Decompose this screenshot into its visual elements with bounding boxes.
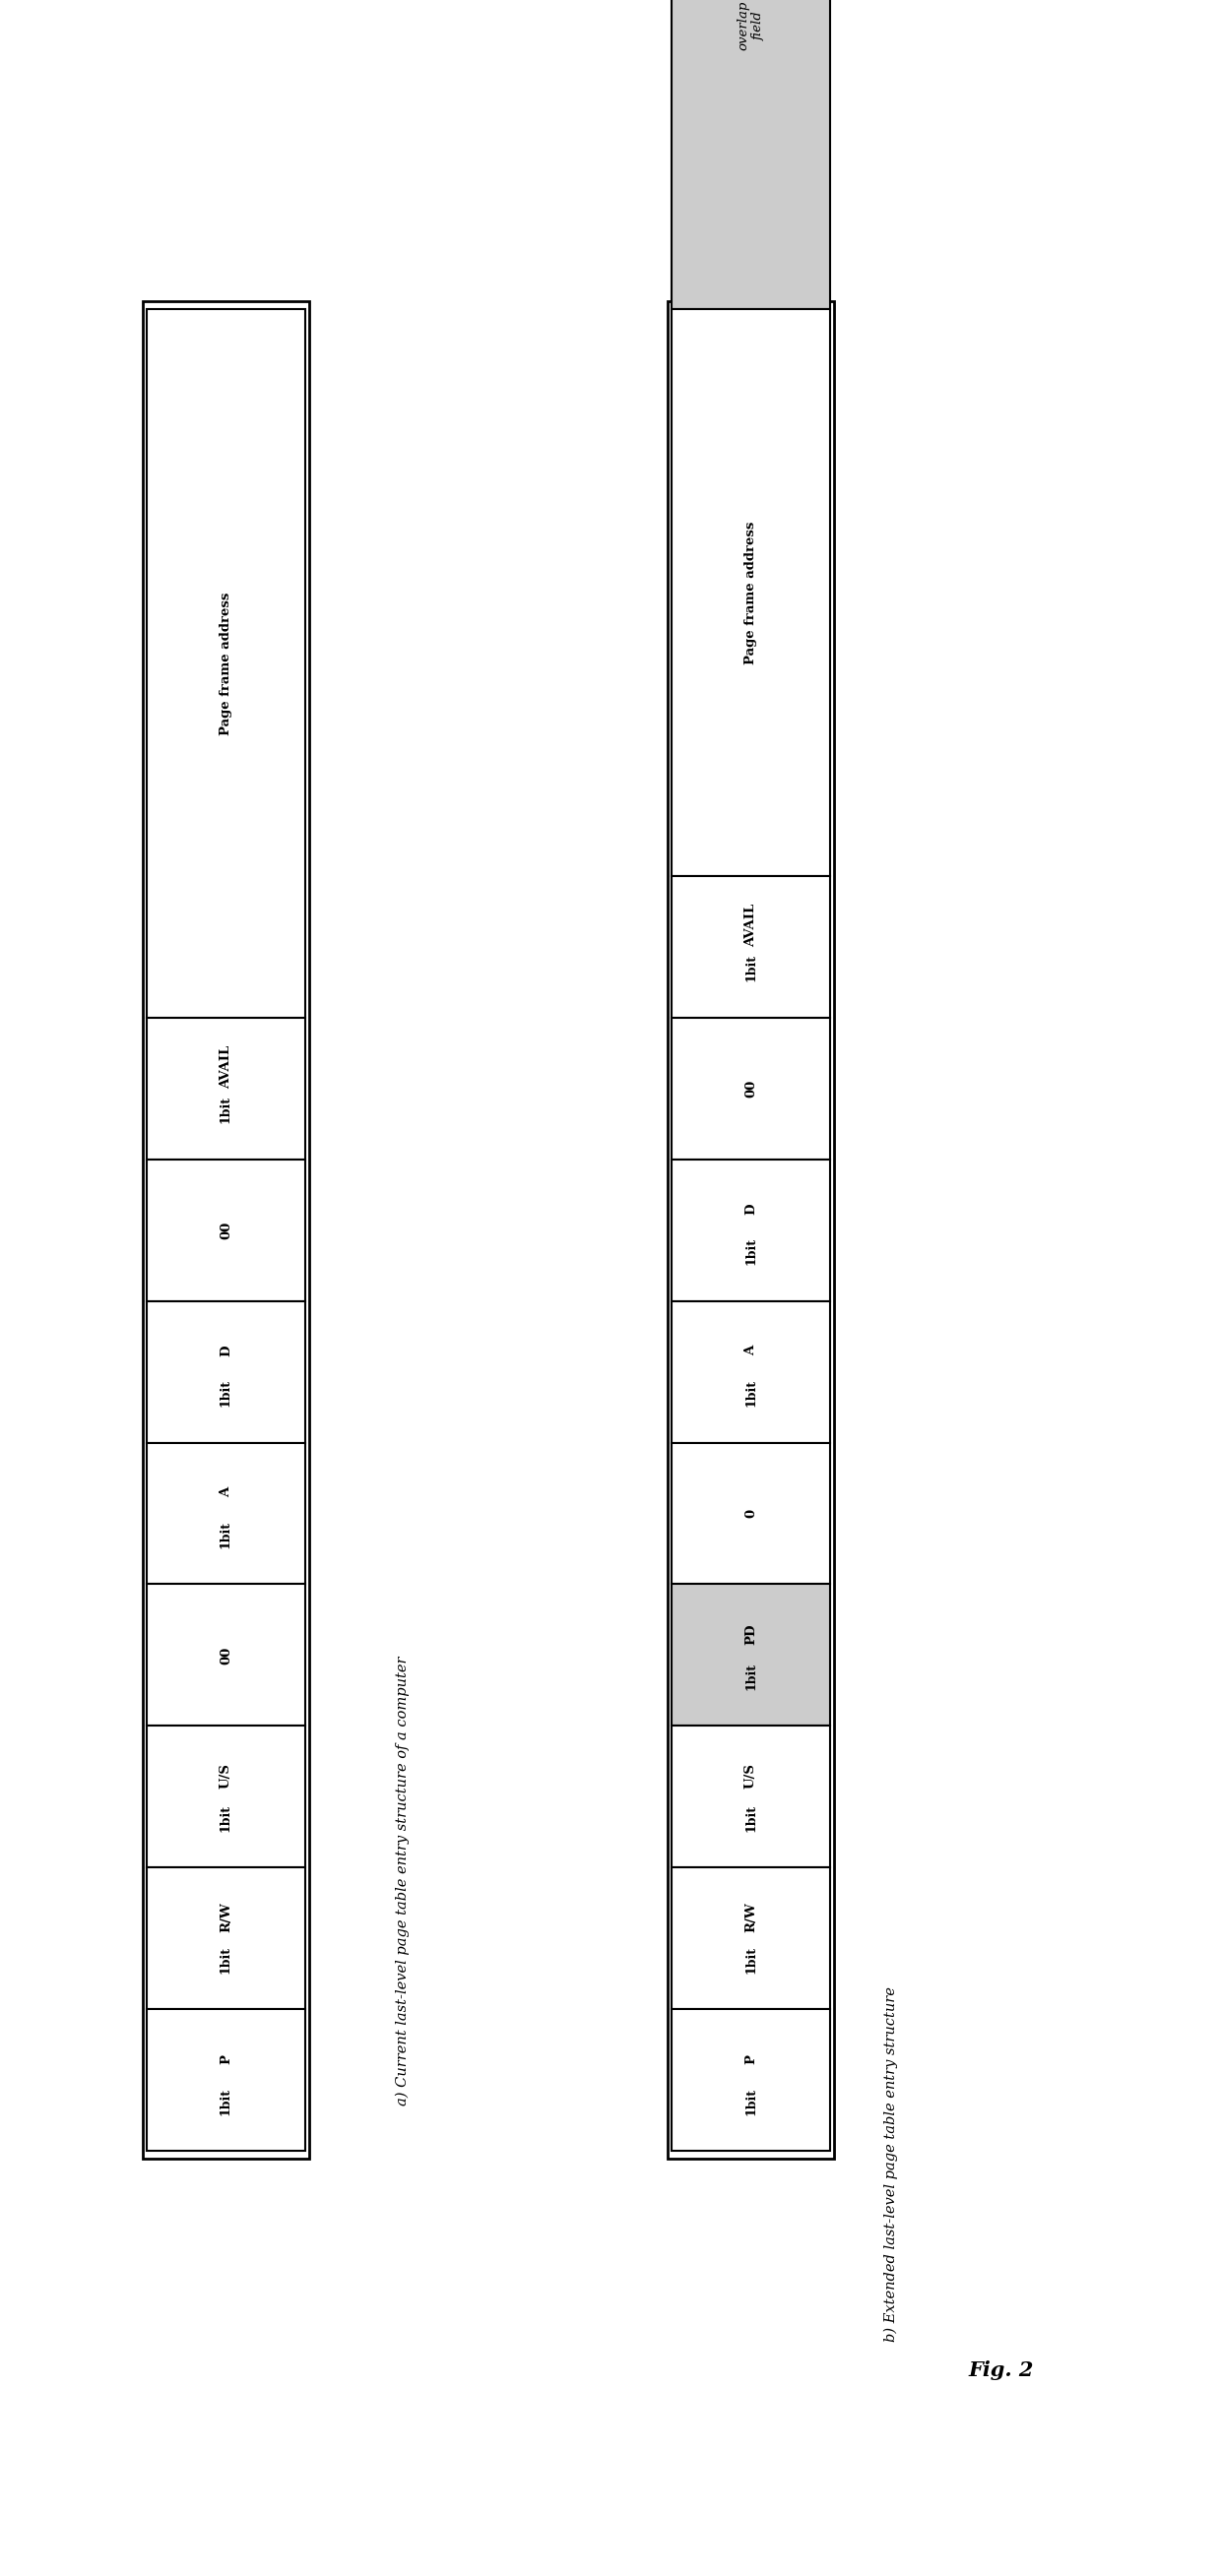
- Text: A: A: [220, 1486, 232, 1497]
- Bar: [672, 2009, 830, 2151]
- Text: 1bit: 1bit: [220, 2087, 232, 2115]
- Text: 1bit: 1bit: [220, 1378, 232, 1406]
- Bar: [668, 301, 834, 2159]
- Text: D: D: [745, 1203, 757, 1213]
- Bar: [147, 1018, 305, 1159]
- Bar: [147, 1301, 305, 1443]
- Bar: [147, 1868, 305, 2009]
- Bar: [672, 1868, 830, 2009]
- Bar: [147, 1584, 305, 1726]
- Bar: [672, 1018, 830, 1159]
- Text: AVAIL: AVAIL: [220, 1046, 232, 1090]
- Bar: [672, 1159, 830, 1301]
- Bar: [672, 309, 830, 876]
- Bar: [147, 2009, 305, 2151]
- Bar: [672, 1301, 830, 1443]
- Text: U/S: U/S: [745, 1762, 757, 1788]
- Text: 1bit: 1bit: [220, 1095, 232, 1123]
- Text: AVAIL: AVAIL: [745, 904, 757, 948]
- Text: 1bit: 1bit: [745, 1236, 757, 1265]
- Text: R/W: R/W: [745, 1901, 757, 1932]
- Text: R/W: R/W: [220, 1901, 232, 1932]
- Text: 00: 00: [745, 1079, 757, 1097]
- Bar: [672, 1443, 830, 1584]
- Bar: [147, 1159, 305, 1301]
- Text: 1bit: 1bit: [220, 1520, 232, 1548]
- Text: P: P: [220, 2053, 232, 2063]
- Text: 1bit: 1bit: [745, 1803, 757, 1832]
- Text: U/S: U/S: [220, 1762, 232, 1788]
- Text: 0: 0: [745, 1510, 757, 1517]
- Bar: [672, 0, 830, 309]
- Text: a) Current last-level page table entry structure of a computer: a) Current last-level page table entry s…: [396, 1656, 410, 2105]
- Text: 1bit: 1bit: [745, 1945, 757, 1973]
- Text: 1bit: 1bit: [220, 1803, 232, 1832]
- Bar: [147, 1443, 305, 1584]
- Bar: [672, 1584, 830, 1726]
- Text: P: P: [745, 2053, 757, 2063]
- Bar: [672, 1726, 830, 1868]
- Text: D: D: [220, 1345, 232, 1355]
- Text: 00: 00: [220, 1646, 232, 1664]
- Text: Fig. 2: Fig. 2: [968, 2360, 1034, 2380]
- Text: overlap
field: overlap field: [737, 0, 764, 52]
- Text: PD: PD: [745, 1623, 757, 1643]
- Text: Page frame address: Page frame address: [220, 592, 232, 734]
- Text: A: A: [745, 1345, 757, 1355]
- Text: 1bit: 1bit: [745, 1662, 757, 1690]
- Bar: [672, 876, 830, 1018]
- Bar: [147, 1726, 305, 1868]
- Text: 00: 00: [220, 1221, 232, 1239]
- Text: b) Extended last-level page table entry structure: b) Extended last-level page table entry …: [884, 1986, 899, 2342]
- Text: 1bit: 1bit: [745, 2087, 757, 2115]
- Bar: [143, 301, 309, 2159]
- Bar: [147, 309, 305, 1018]
- Text: Page frame address: Page frame address: [745, 520, 757, 665]
- Text: 1bit: 1bit: [220, 1945, 232, 1973]
- Text: 1bit: 1bit: [745, 953, 757, 981]
- Text: 1bit: 1bit: [745, 1378, 757, 1406]
